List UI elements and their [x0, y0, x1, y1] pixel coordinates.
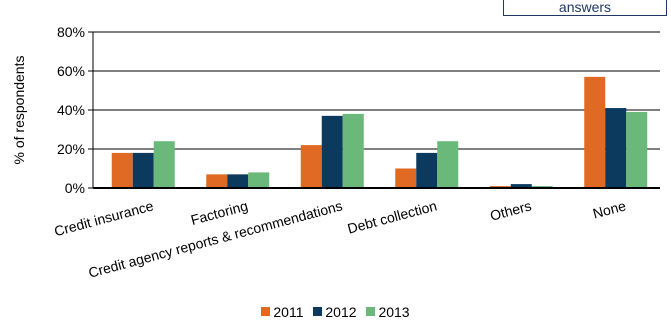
bar-2011-3: [395, 168, 417, 188]
bar-2011-1: [206, 174, 228, 188]
bar-2013-3: [437, 141, 459, 188]
y-tick-label-1: 20%: [57, 141, 85, 157]
legend-swatch-2012: [313, 307, 323, 316]
legend-label-2013: 2013: [378, 303, 410, 320]
bar-2012-4: [510, 184, 532, 188]
x-category-label-3: Debt collection: [346, 197, 439, 236]
legend: 2011 2012 2013: [0, 303, 671, 320]
bar-2011-2: [300, 145, 322, 188]
y-tick-label-2: 40%: [57, 102, 85, 118]
bar-2012-1: [227, 174, 249, 188]
bar-2011-0: [111, 152, 133, 188]
legend-item-2013: 2013: [366, 303, 410, 320]
note-text: answers: [558, 0, 612, 15]
legend-item-2012: 2012: [313, 303, 357, 320]
y-tick-label-4: 80%: [57, 24, 85, 40]
y-tick-label-3: 60%: [57, 63, 85, 79]
legend-swatch-2011: [261, 307, 271, 316]
bar-2013-2: [342, 113, 364, 188]
x-category-label-4: Others: [488, 197, 533, 223]
x-category-label-0: Credit insurance: [52, 197, 155, 239]
bar-2012-0: [132, 152, 154, 188]
legend-label-2012: 2012: [325, 303, 357, 320]
note-box: answers: [503, 0, 667, 16]
y-tick-label-0: 0%: [65, 180, 85, 196]
legend-item-2011: 2011: [261, 303, 304, 320]
bar-2012-5: [605, 108, 627, 188]
bar-2012-2: [321, 115, 343, 188]
legend-label-2011: 2011: [273, 303, 304, 320]
legend-swatch-2013: [366, 307, 376, 316]
bar-2012-3: [416, 152, 438, 188]
bar-2013-5: [626, 111, 648, 188]
bar-2011-5: [584, 76, 606, 188]
bar-2013-0: [153, 141, 175, 188]
x-category-label-5: None: [591, 197, 628, 221]
bar-2013-1: [248, 172, 270, 188]
y-axis-title: % of respondents: [11, 56, 27, 165]
bar-chart: 0%20%40%60%80%Credit insurance FactoringC…: [11, 24, 660, 281]
